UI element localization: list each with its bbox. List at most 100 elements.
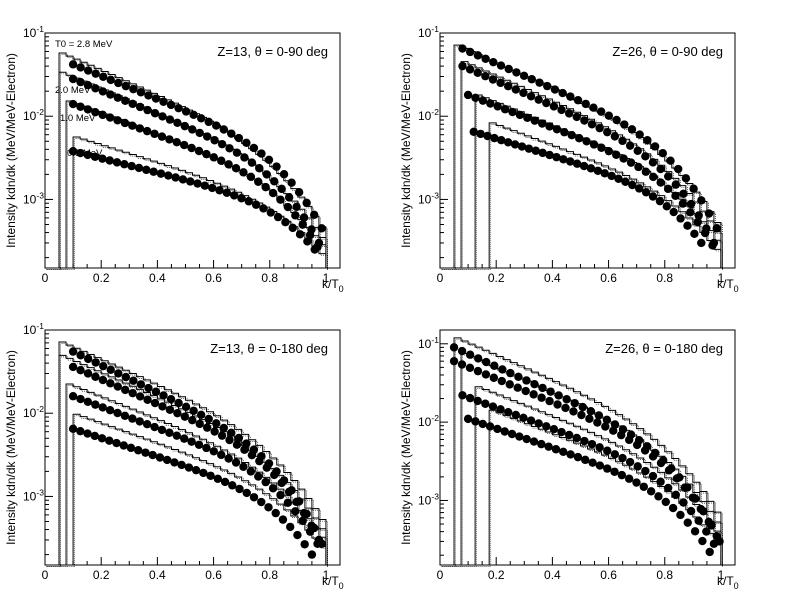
series-3 [45, 383, 328, 567]
data-point [632, 440, 642, 450]
data-point [240, 153, 249, 162]
data-point [689, 184, 698, 193]
data-point [206, 471, 215, 480]
data-point [135, 102, 145, 112]
data-point [596, 107, 606, 116]
data-point [489, 57, 498, 67]
data-point [511, 410, 521, 420]
data-point [202, 423, 212, 432]
data-point [503, 138, 513, 147]
data-point [512, 68, 521, 77]
mc-histogram-band [441, 124, 723, 270]
x-axis-label-sub: 0 [734, 284, 739, 294]
data-point [552, 125, 562, 134]
data-point [595, 123, 604, 133]
data-point [625, 141, 635, 150]
data-point [135, 392, 145, 401]
y-tick-base: 10 [23, 489, 37, 503]
data-point [481, 71, 490, 81]
x-tick-label: 0.8 [261, 271, 278, 285]
mc-histogram-band [441, 62, 723, 270]
data-point [284, 487, 294, 497]
data-point [704, 209, 714, 218]
y-tick-exponent: -3 [36, 487, 44, 497]
data-point [632, 478, 641, 487]
y-axis-label: Intensity kdn/dk (MeV/MeV-Electron) [4, 350, 18, 545]
data-point [594, 411, 604, 420]
data-point [68, 347, 78, 356]
x-axis-label: k/T0 [717, 574, 739, 591]
data-point [249, 143, 259, 153]
data-point [224, 160, 233, 169]
data-point [595, 443, 604, 452]
energy-annotation: T0 = 2.8 MeV [55, 39, 113, 50]
data-point [577, 410, 586, 420]
x-tick-label: 0 [42, 568, 49, 582]
data-point [128, 388, 137, 398]
y-tick-exponent: -2 [431, 413, 439, 423]
data-point [680, 483, 690, 492]
x-tick-label: 0.6 [205, 568, 222, 582]
y-tick-label: 10-1 [23, 321, 44, 337]
data-point [566, 157, 575, 166]
data-point [128, 414, 137, 423]
data-point [603, 464, 612, 473]
energy-annotation: 0.5 MeV [67, 148, 103, 159]
data-point [538, 148, 547, 158]
mc-histogram-band [441, 354, 723, 567]
data-point [558, 88, 567, 98]
data-point [277, 478, 286, 488]
data-point [676, 510, 685, 520]
data-point [649, 172, 658, 182]
data-point [217, 156, 226, 165]
data-point [232, 148, 242, 157]
data-point [552, 152, 561, 162]
data-point [572, 112, 581, 122]
data-point [473, 68, 482, 78]
data-point [193, 179, 202, 188]
data-point [648, 192, 658, 201]
data-point [97, 434, 107, 443]
data-point [463, 414, 473, 424]
mc-histogram-band [441, 46, 723, 270]
data-point [679, 189, 688, 198]
x-tick-label: 1 [323, 568, 330, 582]
data-point [557, 105, 566, 115]
data-point [288, 223, 297, 233]
data-point [310, 210, 319, 220]
data-point [549, 424, 559, 434]
data-point [465, 393, 475, 403]
series-1 [45, 52, 328, 270]
x-axis-label: k/T0 [322, 574, 344, 591]
data-point [222, 188, 232, 197]
data-point [209, 447, 219, 456]
data-point [281, 217, 290, 227]
data-point [473, 354, 483, 363]
series-1 [440, 44, 723, 270]
data-point [68, 362, 78, 372]
data-point [515, 432, 524, 441]
data-point [91, 358, 100, 367]
data-point [527, 75, 537, 84]
data-point [219, 125, 228, 134]
data-point [542, 98, 551, 108]
data-point [473, 396, 482, 406]
data-point [550, 85, 560, 94]
data-point [478, 419, 487, 429]
plot-frame [439, 329, 736, 566]
data-point [610, 132, 620, 141]
data-point [143, 395, 152, 404]
data-point [573, 452, 583, 462]
data-point [257, 149, 266, 158]
data-point [530, 116, 539, 125]
data-point [98, 110, 107, 120]
x-tick-label: 0.2 [93, 271, 110, 285]
data-point [204, 414, 213, 424]
data-point [181, 402, 191, 412]
data-point [515, 110, 525, 120]
mc-histogram [440, 409, 722, 566]
data-point [126, 443, 136, 453]
x-tick-label: 1 [718, 271, 725, 285]
data-point [683, 221, 692, 230]
x-tick-label: 0 [437, 271, 444, 285]
